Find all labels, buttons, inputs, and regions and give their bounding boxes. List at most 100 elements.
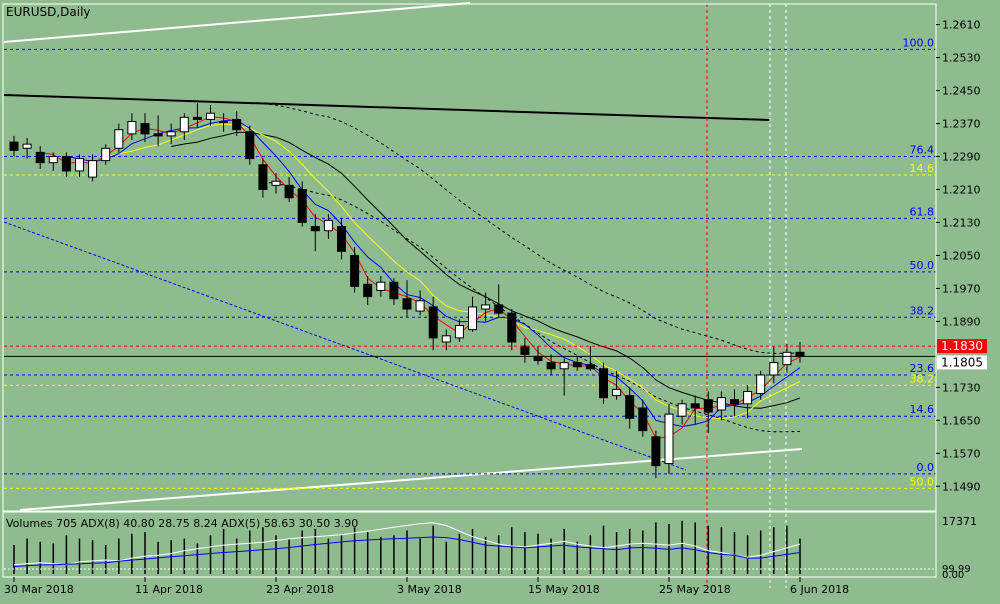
x-tick-label: 15 May 2018 xyxy=(528,583,600,596)
candle-body xyxy=(546,362,556,370)
fib-yellow-label-2: 50.0 xyxy=(910,475,935,488)
candle xyxy=(232,111,242,136)
candle xyxy=(572,356,582,371)
y-tick-label: 1.1570 xyxy=(942,447,981,460)
candle xyxy=(153,115,163,147)
y-tick-label: 1.2210 xyxy=(942,183,981,196)
candle-body xyxy=(585,364,595,370)
candle xyxy=(297,181,307,227)
candle xyxy=(454,319,464,342)
time-axis: 30 Mar 2018 11 Apr 2018 23 Apr 2018 3 May 2… xyxy=(4,577,849,596)
candle xyxy=(350,247,360,293)
candle xyxy=(61,152,71,178)
candle-body xyxy=(599,368,608,399)
candle-body xyxy=(61,156,71,172)
x-tick-label: 25 May 2018 xyxy=(659,583,731,596)
indicator-pane-frame xyxy=(2,511,937,578)
candle xyxy=(625,387,635,429)
candle xyxy=(206,104,215,126)
candle xyxy=(9,135,19,157)
candle xyxy=(599,362,608,404)
candle xyxy=(690,395,700,425)
candle xyxy=(769,346,779,384)
candle-body xyxy=(350,254,360,287)
candle xyxy=(75,154,84,178)
upper-channel-line xyxy=(3,2,471,43)
candle-body xyxy=(795,351,805,357)
candle xyxy=(192,102,202,128)
fib-yellow-label-0: 14.6 xyxy=(910,162,935,175)
candle xyxy=(520,337,530,363)
candle xyxy=(323,214,333,239)
candle-body xyxy=(337,226,346,252)
x-tick-label: 6 Jun 2018 xyxy=(790,583,849,596)
candle-body xyxy=(533,355,543,362)
x-tick-label: 30 Mar 2018 xyxy=(4,583,74,596)
candle-body xyxy=(703,399,713,413)
candle xyxy=(101,144,111,165)
candle-body xyxy=(310,226,320,232)
candle xyxy=(441,329,451,351)
candle xyxy=(284,177,294,202)
candle-body xyxy=(363,283,373,298)
candle xyxy=(677,399,687,425)
candle-body xyxy=(206,112,215,120)
candle xyxy=(638,399,648,437)
y-tick-label: 1.1730 xyxy=(942,381,981,394)
candle-body xyxy=(520,345,530,355)
x-tick-label: 11 Apr 2018 xyxy=(135,583,203,596)
y-tick-label: 1.2610 xyxy=(942,19,981,32)
candle xyxy=(730,389,739,417)
price-axis: 1.2610 1.2530 1.2450 1.2370 1.2290 1.2210 1.21… xyxy=(936,19,981,493)
candle xyxy=(782,344,792,373)
volume-top-label: 17371 xyxy=(942,515,977,528)
candle xyxy=(756,370,766,400)
candle-body xyxy=(376,281,386,291)
candlestick-series xyxy=(9,102,805,479)
candle-body xyxy=(245,131,255,160)
volume-bottom-label-1: 99.99 xyxy=(942,564,971,575)
candle-body xyxy=(88,160,98,178)
bollinger-upper xyxy=(262,103,801,354)
candle-body xyxy=(468,306,477,331)
adx8-line xyxy=(13,536,801,567)
candle xyxy=(585,346,595,371)
fib-blue-label-1: 76.4 xyxy=(910,144,935,157)
current-price-tag-label: 1.1805 xyxy=(941,355,983,369)
fib-base-line xyxy=(3,221,687,471)
candle xyxy=(271,173,281,194)
candle-body xyxy=(166,131,176,137)
candle-body xyxy=(22,143,32,149)
candle xyxy=(389,278,399,305)
candle xyxy=(716,391,726,421)
candle-body xyxy=(507,312,517,343)
candle xyxy=(35,146,45,169)
candle xyxy=(664,403,674,474)
candle-body xyxy=(559,362,569,370)
candle-body xyxy=(140,123,150,135)
candle-body xyxy=(389,281,399,300)
price-line-tag-bg xyxy=(937,339,987,354)
candle xyxy=(415,290,425,316)
y-tick-label: 1.1970 xyxy=(942,282,981,295)
candle xyxy=(310,214,320,252)
candle-body xyxy=(756,374,766,395)
candle xyxy=(219,113,229,132)
candle xyxy=(88,154,98,182)
candle xyxy=(245,125,255,165)
candle xyxy=(140,113,150,143)
bollinger-lower xyxy=(262,181,801,433)
price-line-tag-label: 1.1830 xyxy=(941,339,983,353)
candle-body xyxy=(638,407,648,432)
candle-body xyxy=(258,164,268,190)
candle-body xyxy=(219,120,229,123)
y-tick-label: 1.1650 xyxy=(942,414,981,427)
candle-body xyxy=(625,395,635,419)
candle-body xyxy=(664,413,674,465)
fib-blue-label-2: 61.8 xyxy=(910,205,935,218)
candle xyxy=(494,284,504,318)
candle-body xyxy=(572,362,582,368)
candle-body xyxy=(782,351,792,366)
